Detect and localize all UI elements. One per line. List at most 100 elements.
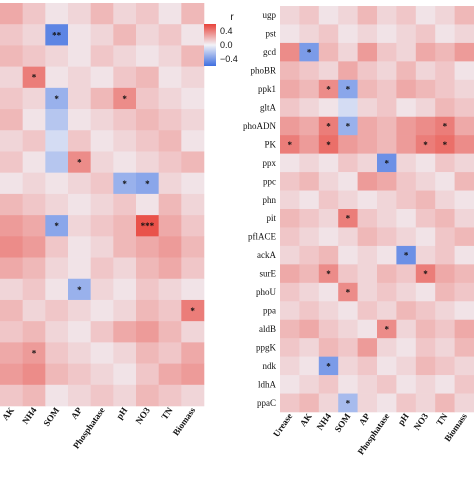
heatmap-cell xyxy=(338,393,358,413)
heatmap-cell xyxy=(338,209,358,228)
heatmap-cell xyxy=(68,87,91,110)
heatmap-cell xyxy=(90,257,114,280)
heatmap-cell xyxy=(396,172,417,191)
heatmap-cell xyxy=(280,319,300,339)
heatmap-cell xyxy=(90,363,114,386)
row-label: gltA xyxy=(260,103,277,113)
heatmap-cell xyxy=(415,79,436,99)
heatmap-cell xyxy=(90,193,114,216)
heatmap-cell xyxy=(181,24,205,46)
heatmap-cell xyxy=(45,45,69,67)
heatmap-cell xyxy=(181,215,205,237)
heatmap-cell xyxy=(357,190,378,210)
heatmap-cell xyxy=(136,24,159,46)
row-label: phoU xyxy=(256,287,277,297)
heatmap-cell xyxy=(338,319,358,339)
heatmap-cell xyxy=(158,109,182,131)
heatmap-cell xyxy=(377,319,397,339)
row-label: gcd xyxy=(263,47,276,57)
row-label: ppaC xyxy=(257,398,276,408)
heatmap-cell xyxy=(22,3,46,25)
heatmap-cell xyxy=(318,79,339,99)
significance-marker: * xyxy=(404,251,409,261)
heatmap-cell xyxy=(0,236,23,258)
heatmap-cell xyxy=(45,299,69,322)
heatmap-cell xyxy=(396,356,417,376)
heatmap-cell xyxy=(0,257,23,280)
heatmap-cell xyxy=(299,319,320,339)
heatmap-cell xyxy=(113,257,137,280)
heatmap-cell xyxy=(158,299,182,322)
heatmap-cell xyxy=(181,257,205,280)
heatmap-cell xyxy=(318,301,339,321)
heatmap-cell xyxy=(280,282,300,302)
heatmap-cell xyxy=(299,338,320,357)
heatmap-cell xyxy=(181,299,205,322)
heatmap-cell xyxy=(136,257,159,280)
heatmap-cell xyxy=(338,301,358,321)
legend-tick-label: 0.4 xyxy=(220,26,233,36)
heatmap-cell xyxy=(113,342,137,364)
heatmap-cell xyxy=(435,264,455,284)
heatmap-cell xyxy=(280,61,300,81)
heatmap-cell xyxy=(136,151,159,173)
heatmap-cell xyxy=(415,209,436,228)
heatmap-cell xyxy=(22,24,46,46)
heatmap-cell xyxy=(415,24,436,44)
heatmap-cell xyxy=(338,172,358,191)
heatmap-cell xyxy=(22,215,46,237)
heatmap-cell xyxy=(377,264,397,284)
heatmap-cell xyxy=(415,190,436,210)
heatmap-cell xyxy=(318,116,339,136)
heatmap-cell xyxy=(454,209,474,228)
row-label: pit xyxy=(266,213,276,223)
right-heatmap-panel: * * * * * * * * * * * * * * * * * * * ugp pst gcd phoBR ppk1 glt… xyxy=(243,6,474,456)
heatmap-cell xyxy=(338,116,358,136)
heatmap-cell xyxy=(357,6,378,25)
heatmap-cell xyxy=(435,245,455,265)
heatmap-cell xyxy=(90,24,114,46)
heatmap-cell xyxy=(415,375,436,394)
heatmap-cell xyxy=(454,42,474,62)
heatmap-cell xyxy=(357,153,378,173)
heatmap-cell xyxy=(136,45,159,67)
significance-marker: * xyxy=(326,85,331,95)
significance-marker: * xyxy=(122,179,127,189)
significance-marker: * xyxy=(346,121,351,131)
heatmap-cell xyxy=(280,98,300,118)
heatmap-cell xyxy=(377,282,397,302)
heatmap-cell xyxy=(435,116,455,136)
heatmap-cell xyxy=(318,98,339,118)
significance-marker: * xyxy=(54,221,59,231)
heatmap-cell xyxy=(435,356,455,376)
heatmap-cell xyxy=(357,79,378,99)
significance-marker: * xyxy=(145,179,150,189)
heatmap-cell xyxy=(338,79,358,99)
heatmap-cell xyxy=(299,227,320,247)
significance-marker: * xyxy=(32,348,37,358)
heatmap-cell xyxy=(181,278,205,301)
heatmap-cell xyxy=(0,384,23,407)
heatmap-cell xyxy=(158,66,182,89)
heatmap-cell xyxy=(90,384,114,407)
heatmap-cell xyxy=(68,24,91,46)
heatmap-cell xyxy=(113,363,137,386)
row-label: pst xyxy=(265,29,276,39)
heatmap-cell xyxy=(377,338,397,357)
row-label: phoADN xyxy=(243,121,276,131)
heatmap-cell xyxy=(415,356,436,376)
heatmap-cell xyxy=(377,356,397,376)
heatmap-cell xyxy=(280,375,300,394)
heatmap-cell xyxy=(299,61,320,81)
heatmap-cell xyxy=(396,24,417,44)
significance-marker: *** xyxy=(141,221,155,231)
heatmap-cell xyxy=(90,3,114,25)
heatmap-cell xyxy=(181,193,205,216)
heatmap-cell xyxy=(299,190,320,210)
heatmap-cell xyxy=(90,172,114,195)
heatmap-cell xyxy=(68,321,91,343)
heatmap-cell xyxy=(280,135,300,154)
heatmap-cell xyxy=(158,363,182,386)
